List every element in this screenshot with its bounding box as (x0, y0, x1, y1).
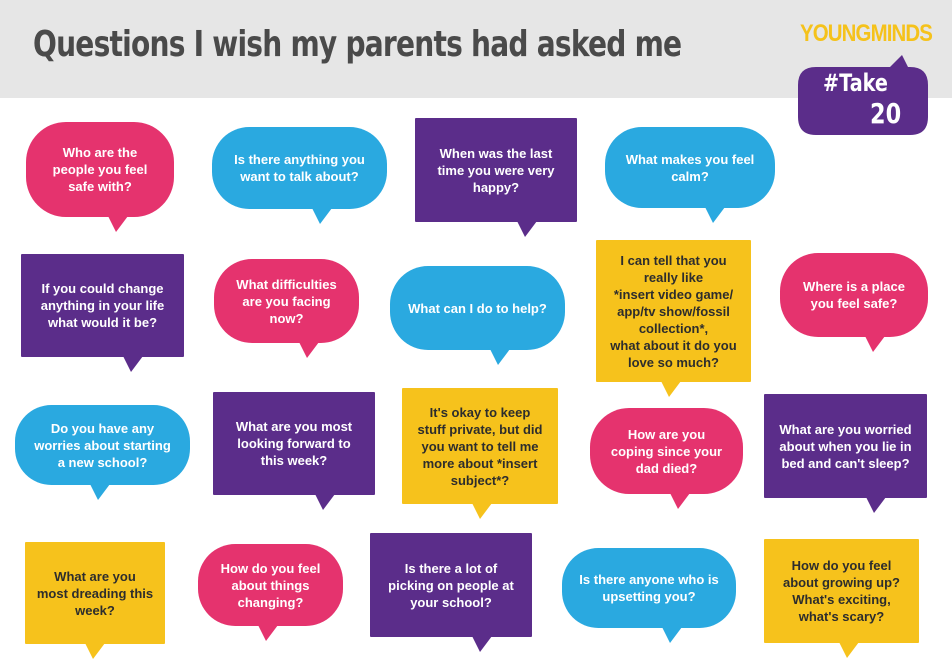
logo-part-young: YOUNG (800, 20, 871, 47)
question-bubble: It's okay to keep stuff private, but did… (402, 388, 558, 520)
youngminds-logo: YOUNGMINDS (800, 20, 933, 48)
speech-bubble-shape (15, 405, 190, 500)
question-text: Who are the people you feel safe with? (52, 145, 148, 194)
speech-bubble-shape (370, 533, 532, 652)
question-bubble: Do you have any worries about starting a… (15, 405, 190, 501)
question-text: Do you have any worries about starting a… (34, 420, 171, 470)
header-band (0, 0, 952, 98)
question-text: How are you coping since your dad died? (610, 426, 723, 476)
question-text: It's okay to keep stuff private, but did… (417, 404, 543, 488)
take20-number: 20 (870, 97, 902, 130)
question-bubble: Where is a place you feel safe? (780, 253, 928, 353)
question-text: What are you most looking forward to thi… (235, 419, 353, 468)
question-text: What are you worried about when you lie … (779, 421, 912, 471)
speech-bubble-shape (25, 542, 165, 659)
question-bubble: I can tell that you really like *insert … (596, 240, 751, 398)
speech-bubble-shape (562, 548, 736, 643)
question-bubble: How are you coping since your dad died? (590, 408, 743, 510)
question-text: Is there a lot of picking on people at y… (388, 560, 514, 610)
speech-bubble-shape (605, 127, 775, 223)
question-bubble: Is there a lot of picking on people at y… (370, 533, 532, 653)
question-bubble: How do you feel about things changing? (198, 544, 343, 642)
question-text: How do you feel about things changing? (220, 560, 321, 610)
question-text: Is there anything you want to talk about… (234, 152, 365, 184)
question-bubble: When was the last time you were very hap… (415, 118, 577, 238)
question-bubble: What can I do to help? (390, 266, 565, 366)
logo-part-minds: MINDS (870, 20, 933, 47)
speech-bubble-shape (198, 544, 343, 641)
question-bubble: What are you most looking forward to thi… (213, 392, 375, 511)
speech-bubble-shape (764, 394, 927, 513)
question-text: What difficulties are you facing now? (236, 276, 337, 326)
question-text: How do you feel about growing up? What's… (783, 558, 900, 624)
speech-bubble-shape (214, 259, 359, 358)
speech-bubble-shape (415, 118, 577, 237)
question-text: What are you most dreading this week? (36, 568, 154, 618)
question-bubble: What makes you feel calm? (605, 127, 775, 224)
question-text: What can I do to help? (408, 300, 547, 316)
question-text: When was the last time you were very hap… (437, 145, 555, 195)
speech-bubble-shape (26, 122, 174, 232)
question-text: Is there anyone who is upsetting you? (579, 572, 719, 604)
question-bubble: Is there anyone who is upsetting you? (562, 548, 736, 644)
question-text: If you could change anything in your lif… (40, 281, 165, 330)
speech-bubble-shape (764, 539, 919, 658)
speech-bubble-shape (590, 408, 743, 509)
question-bubble: Who are the people you feel safe with? (26, 122, 174, 233)
speech-bubble-shape (780, 253, 928, 352)
speech-bubble-shape (21, 254, 184, 372)
speech-bubble-shape (596, 240, 751, 397)
question-text: Where is a place you feel safe? (803, 279, 905, 311)
speech-bubble-shape (213, 392, 375, 510)
take20-hash-take: #Take (823, 69, 888, 97)
question-bubble: What difficulties are you facing now? (214, 259, 359, 359)
question-bubble: If you could change anything in your lif… (21, 254, 184, 373)
take20-badge: #Take 20 (798, 55, 928, 135)
speech-bubble-shape (402, 388, 558, 519)
header-torn-edge (0, 88, 952, 98)
question-bubble: How do you feel about growing up? What's… (764, 539, 919, 659)
question-text: I can tell that you really like *insert … (610, 252, 737, 370)
take20-badge-shape (798, 55, 928, 135)
page-title: Questions I wish my parents had asked me (33, 24, 682, 65)
question-text: What makes you feel calm? (625, 151, 755, 184)
speech-bubble-shape (212, 127, 387, 224)
question-bubble: What are you most dreading this week? (25, 542, 165, 660)
speech-bubble-shape (390, 266, 565, 365)
question-bubble: What are you worried about when you lie … (764, 394, 927, 514)
question-bubble: Is there anything you want to talk about… (212, 127, 387, 225)
